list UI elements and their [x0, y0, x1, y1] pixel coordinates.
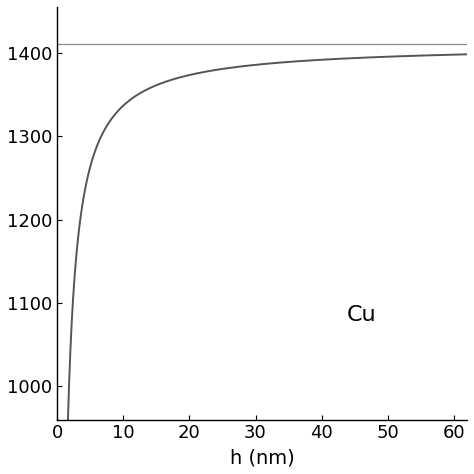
X-axis label: h (nm): h (nm): [230, 448, 294, 467]
Text: Cu: Cu: [346, 305, 376, 326]
